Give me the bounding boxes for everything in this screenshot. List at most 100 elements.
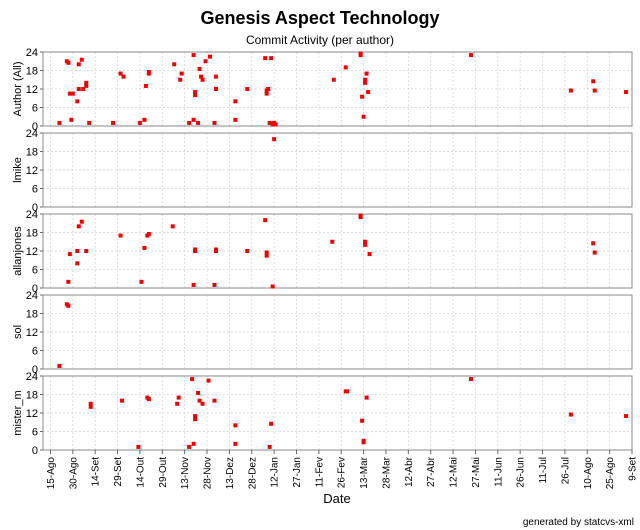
data-point bbox=[233, 423, 238, 428]
data-point bbox=[176, 395, 181, 400]
x-tick-label: 27-Jan bbox=[292, 457, 303, 488]
data-point bbox=[146, 397, 151, 402]
data-point bbox=[592, 250, 597, 255]
data-point bbox=[358, 51, 363, 56]
data-point bbox=[273, 122, 278, 127]
data-point bbox=[233, 441, 238, 446]
data-point bbox=[263, 218, 268, 223]
data-point bbox=[70, 91, 75, 96]
data-point bbox=[66, 279, 71, 284]
data-point bbox=[172, 62, 177, 67]
series-label: allanjones bbox=[12, 226, 24, 276]
series-label: mister_m bbox=[12, 390, 24, 435]
data-point bbox=[170, 224, 175, 229]
data-point bbox=[245, 87, 250, 91]
data-point bbox=[81, 87, 86, 91]
data-point bbox=[364, 71, 369, 76]
panel-frame bbox=[42, 213, 633, 289]
data-point bbox=[212, 398, 217, 403]
data-point bbox=[197, 66, 202, 71]
data-point bbox=[233, 99, 238, 104]
data-point bbox=[197, 398, 202, 403]
data-point bbox=[367, 252, 372, 257]
data-point bbox=[142, 245, 147, 250]
data-point bbox=[139, 279, 144, 284]
data-point bbox=[364, 395, 369, 400]
data-point bbox=[84, 80, 89, 85]
data-point bbox=[263, 56, 268, 61]
data-point bbox=[75, 261, 80, 266]
data-point bbox=[363, 77, 368, 82]
data-point bbox=[136, 444, 141, 449]
data-point bbox=[212, 120, 217, 125]
data-point bbox=[193, 93, 198, 98]
data-point bbox=[66, 60, 71, 65]
x-tick-label: 13-Nov bbox=[180, 457, 191, 489]
data-point bbox=[343, 65, 348, 70]
data-point bbox=[79, 57, 84, 62]
data-point bbox=[76, 62, 81, 67]
x-axis: 15-Ago 30-Ago 14-Set 29-Set 14-Out 29-Out 13-N… bbox=[46, 450, 639, 489]
data-point bbox=[266, 87, 271, 91]
data-point bbox=[88, 404, 93, 409]
data-point bbox=[212, 282, 217, 287]
data-point bbox=[267, 120, 272, 125]
x-tick-label: 29-Set bbox=[113, 457, 124, 487]
panel-background bbox=[43, 52, 632, 126]
x-tick-label: 28-Mar bbox=[381, 456, 392, 488]
panel-frame bbox=[42, 51, 633, 127]
data-point bbox=[75, 249, 80, 253]
panel-background bbox=[43, 376, 632, 450]
y-tick-label: 12 bbox=[26, 327, 38, 339]
data-point bbox=[191, 282, 196, 287]
y-tick-label: 0 bbox=[32, 202, 38, 214]
data-point bbox=[67, 252, 72, 257]
data-point bbox=[264, 91, 269, 96]
data-point bbox=[191, 53, 196, 58]
chart-subtitle: Commit Activity (per author) bbox=[246, 33, 394, 47]
y-tick-label: 18 bbox=[26, 147, 38, 159]
y-tick-label: 18 bbox=[26, 390, 38, 402]
x-tick-label: 9-Set bbox=[628, 457, 639, 481]
data-point bbox=[245, 249, 250, 253]
data-point bbox=[193, 414, 198, 419]
data-point bbox=[67, 91, 72, 96]
series-label: sol bbox=[12, 325, 24, 339]
y-tick-label: 18 bbox=[26, 309, 38, 321]
data-point bbox=[88, 401, 93, 406]
y-tick-label: 24 bbox=[26, 128, 38, 140]
y-tick-label: 0 bbox=[32, 283, 38, 295]
y-tick-label: 18 bbox=[26, 228, 38, 240]
data-point bbox=[142, 117, 147, 122]
x-tick-label: 12-Mai bbox=[449, 457, 460, 488]
data-point bbox=[624, 414, 629, 419]
data-point bbox=[270, 284, 275, 289]
y-tick-label: 24 bbox=[26, 290, 38, 302]
data-point bbox=[178, 77, 183, 82]
y-tick-label: 18 bbox=[26, 66, 38, 78]
data-point bbox=[111, 120, 116, 125]
data-point bbox=[624, 90, 629, 95]
data-point bbox=[345, 389, 350, 394]
data-point bbox=[272, 137, 277, 142]
x-tick-label: 27-Mai bbox=[471, 457, 482, 488]
data-point bbox=[137, 120, 142, 125]
x-tick-label: 26-Jul bbox=[560, 457, 571, 484]
x-tick-label: 30-Ago bbox=[68, 457, 79, 490]
data-point bbox=[175, 401, 180, 406]
data-point bbox=[146, 232, 151, 237]
data-point bbox=[193, 90, 198, 95]
x-tick-label: 29-Out bbox=[158, 457, 169, 488]
x-tick-label: 11-Fev bbox=[314, 457, 325, 487]
data-point bbox=[269, 421, 274, 426]
data-point bbox=[200, 77, 205, 82]
data-point bbox=[190, 377, 195, 382]
data-point bbox=[363, 80, 368, 85]
y-tick-label: 12 bbox=[26, 165, 38, 177]
data-point bbox=[203, 59, 208, 64]
x-tick-label: 14-Out bbox=[135, 457, 146, 488]
data-point bbox=[331, 77, 336, 82]
data-point bbox=[330, 239, 335, 244]
